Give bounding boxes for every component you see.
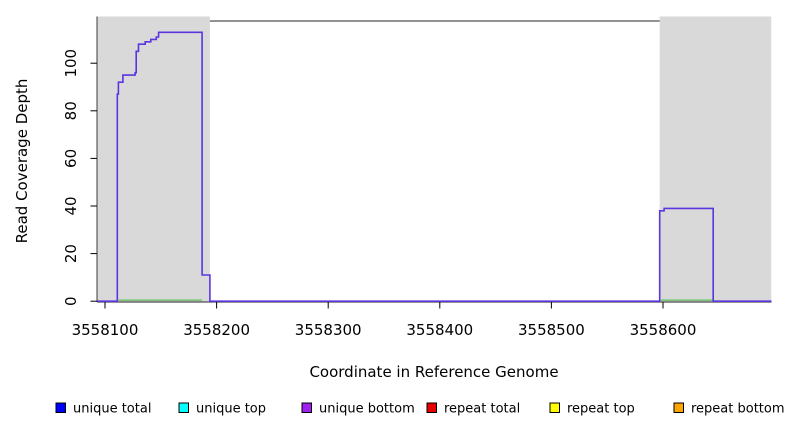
shaded-region	[659, 16, 772, 302]
legend-swatch-unique-total	[55, 402, 66, 413]
legend-label: unique top	[196, 402, 266, 417]
y-axis: 0 20 40 60 80 100	[62, 49, 97, 306]
legend-label: unique total	[73, 402, 151, 417]
y-axis-title: Read Coverage Depth	[13, 79, 31, 244]
shaded-regions	[97, 16, 772, 302]
x-tick-label: 3558600	[630, 321, 697, 339]
x-tick-label: 3558300	[295, 321, 362, 339]
legend-item: repeat total	[426, 402, 520, 417]
legend: unique total unique top unique bottom repea…	[55, 402, 785, 417]
legend-swatch-repeat-top	[549, 402, 560, 413]
x-tick-label: 3558200	[183, 321, 250, 339]
legend-label: repeat top	[567, 402, 635, 417]
y-tick-label: 20	[62, 244, 80, 263]
y-tick-label: 60	[62, 149, 80, 168]
legend-swatch-unique-top	[178, 402, 189, 413]
legend-swatch-unique-bottom	[301, 402, 312, 413]
legend-item: repeat bottom	[673, 402, 785, 417]
unique-coverage-line	[97, 31, 772, 302]
y-tick-label: 80	[62, 101, 80, 120]
x-axis: 3558100 3558200 3558300 3558400 3558500 35586…	[72, 302, 697, 339]
y-tick-label: 40	[62, 196, 80, 215]
legend-label: repeat total	[444, 402, 520, 417]
legend-swatch-repeat-total	[426, 402, 437, 413]
x-tick-label: 3558500	[518, 321, 585, 339]
legend-item: unique bottom	[301, 402, 415, 417]
legend-item: unique total	[55, 402, 151, 417]
x-tick-label: 3558400	[406, 321, 473, 339]
legend-swatch-repeat-bottom	[673, 402, 684, 413]
legend-label: unique bottom	[319, 402, 415, 417]
legend-label: repeat bottom	[691, 402, 785, 417]
legend-item: repeat top	[549, 402, 635, 417]
x-axis-title: Coordinate in Reference Genome	[309, 363, 558, 381]
shaded-region	[97, 16, 210, 302]
y-tick-label: 100	[62, 49, 80, 78]
legend-item: unique top	[178, 402, 266, 417]
x-tick-label: 3558100	[72, 321, 139, 339]
y-tick-label: 0	[62, 296, 80, 306]
